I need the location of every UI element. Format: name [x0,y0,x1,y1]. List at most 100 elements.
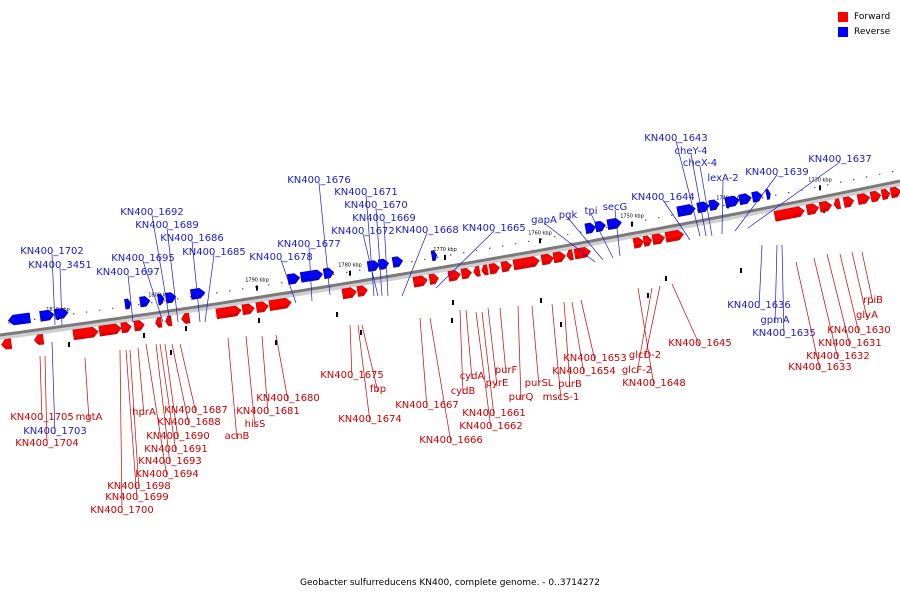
gene-shade [808,210,816,214]
gene-shade [433,257,437,260]
forward-gene [255,301,269,313]
leader-line [164,343,179,440]
reverse-gene [299,269,324,283]
gene-label: purB [558,379,582,390]
gene-shade [289,280,297,284]
gene-shade [835,205,839,209]
leader-line [487,307,498,387]
gene-shade [369,267,377,271]
scale-tick-mark [539,238,541,244]
gene-arrow [773,206,805,222]
leader-line [459,309,464,395]
gene-arrow [488,263,500,275]
gene-shade [491,270,497,274]
gene-label: KN400_1635 [752,328,816,339]
scale-tick-mark [256,285,258,291]
forward-gene [488,263,500,275]
reverse-gene [391,256,404,268]
scale-tick-mark [631,221,633,227]
leader-line [119,349,123,514]
gene-label: pgk [559,210,578,221]
leader-line [142,260,164,323]
forward-gene [481,264,489,276]
gene-shade [2,346,9,349]
gene-shade [100,330,118,336]
forward-gene [651,233,665,246]
gene-arrow [676,204,696,217]
gene-shade [475,273,479,276]
leader-line [636,287,653,374]
gene-shade [74,333,95,339]
gene-arrow [412,275,428,288]
leader-line [614,209,621,257]
genome-tick [185,326,187,331]
leader-line [383,220,389,297]
gene-arrow [880,188,891,201]
forward-gene [1,338,13,350]
gene-shade [394,263,400,267]
gene-shade [358,292,365,296]
gene-label: KN400_1677 [277,239,341,250]
forward-gene [460,268,472,280]
gene-shade [608,224,619,229]
forward-gene [573,247,591,260]
forward-gene [500,261,512,273]
gene-shade [678,211,693,216]
gene-label: KN400_1697 [96,267,160,278]
gene-shade [243,310,252,314]
gene-label: tpi [584,206,597,217]
gene-arrow [124,298,132,310]
forward-gene [512,256,540,271]
gene-label: glcF-2 [622,365,652,376]
reverse-gene [751,191,763,203]
gene-label: KN400_1702 [20,246,84,257]
leader-line [861,251,874,304]
genome-caption: Geobacter sulfurreducens KN400, complete… [300,578,600,588]
leader-line [671,283,701,347]
gene-label: KN400_1680 [256,393,320,404]
forward-gene [241,303,255,316]
gene-arrow [889,186,900,199]
gene-label: KN400_1687 [164,405,228,416]
leader-line [151,214,171,323]
genome-tick [258,318,260,323]
gene-label: KN400_1705 [10,412,74,423]
gene-label: KN400_1676 [287,175,351,186]
scale-tick-mark [444,254,446,260]
gene-arrow [512,256,540,271]
scale-tick-label: 1730 kbp [808,177,832,183]
gene-shade [450,276,458,281]
gene-shade [710,206,717,210]
scale-tick-label: 1790 kbp [245,278,269,284]
gene-arrow [391,256,404,268]
forward-gene [356,285,368,297]
gene-shade [667,236,681,242]
gene-shade [555,258,563,262]
genome-tick [560,322,562,327]
gene-arrow [584,222,596,235]
gene-shade [845,203,852,207]
reverse-gene [157,293,165,305]
gene-arrow [39,309,55,322]
gene-label: glyA [856,310,878,321]
gene-shade [740,200,749,204]
gene-shade [182,320,188,324]
gene-label: KN400_1686 [160,233,224,244]
leader-line [280,259,297,304]
leader-line [543,222,596,263]
gene-shade [872,197,879,201]
scale-tick-mark [349,270,351,276]
gene-arrow [540,253,554,266]
gene-label: KN400_1645 [668,338,732,349]
leader-line [137,347,145,416]
gene-shade [753,198,760,202]
gene-label: KN400_1703 [23,426,87,437]
gene-label: KN400_1631 [818,338,882,349]
leader-line [475,311,492,430]
gene-shade [821,207,829,212]
gene-label: KN400_1665 [462,223,526,234]
gene-arrow [157,293,165,305]
gene-label: KN400_1685 [182,247,246,258]
gene-arrow [460,268,472,280]
leader-line [84,357,90,421]
